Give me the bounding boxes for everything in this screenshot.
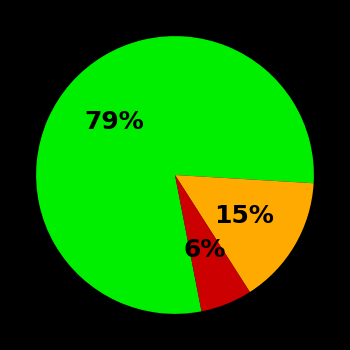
- Wedge shape: [175, 175, 250, 312]
- Text: 15%: 15%: [215, 204, 274, 228]
- Wedge shape: [175, 175, 314, 292]
- Text: 6%: 6%: [184, 238, 226, 262]
- Text: 79%: 79%: [84, 110, 144, 134]
- Wedge shape: [36, 36, 314, 314]
